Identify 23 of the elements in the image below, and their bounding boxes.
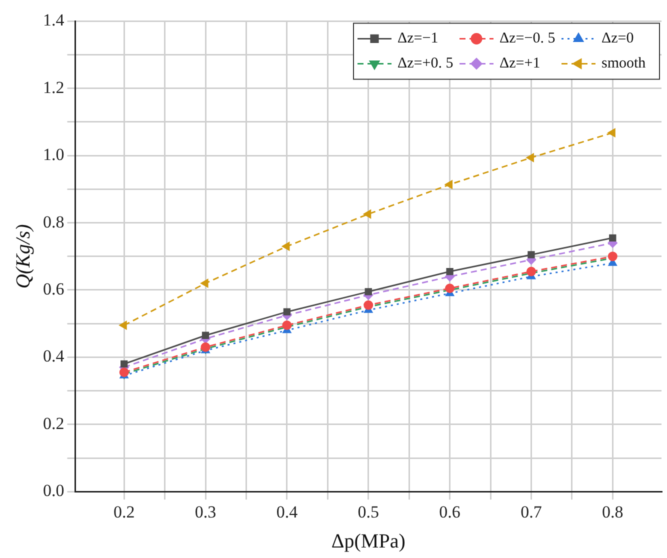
x-axis-title: Δp(MPa) <box>331 530 406 552</box>
y-tick-label: 1.0 <box>43 145 64 164</box>
y-tick-label: 0.6 <box>43 279 64 298</box>
y-tick-label: 0.2 <box>43 414 64 433</box>
x-tick-label: 0.7 <box>520 502 542 522</box>
x-tick-label: 0.3 <box>194 502 216 522</box>
x-tick-label: 0.4 <box>276 502 298 522</box>
x-tick-label: 0.2 <box>113 502 135 522</box>
legend-label: smooth <box>602 56 646 72</box>
x-tick-label: 0.6 <box>439 502 460 522</box>
y-tick-label: 1.4 <box>43 10 65 30</box>
legend-label: Δz=−0. 5 <box>500 30 556 47</box>
legend-label: Δz=+1 <box>500 56 540 72</box>
y-tick-label: 0.8 <box>43 212 64 232</box>
legend-label: Δz=0 <box>602 30 634 47</box>
y-tick-label: 1.2 <box>43 78 64 97</box>
y-tick-label: 0.4 <box>43 346 65 366</box>
x-tick-label: 0.8 <box>602 502 624 522</box>
legend-label: Δz=−1 <box>398 30 438 47</box>
y-axis-title: Q(Kg/s) <box>12 224 34 289</box>
x-tick-label: 0.5 <box>358 502 379 522</box>
y-tick-label: 0.0 <box>43 481 64 500</box>
legend-label: Δz=+0. 5 <box>398 56 454 72</box>
